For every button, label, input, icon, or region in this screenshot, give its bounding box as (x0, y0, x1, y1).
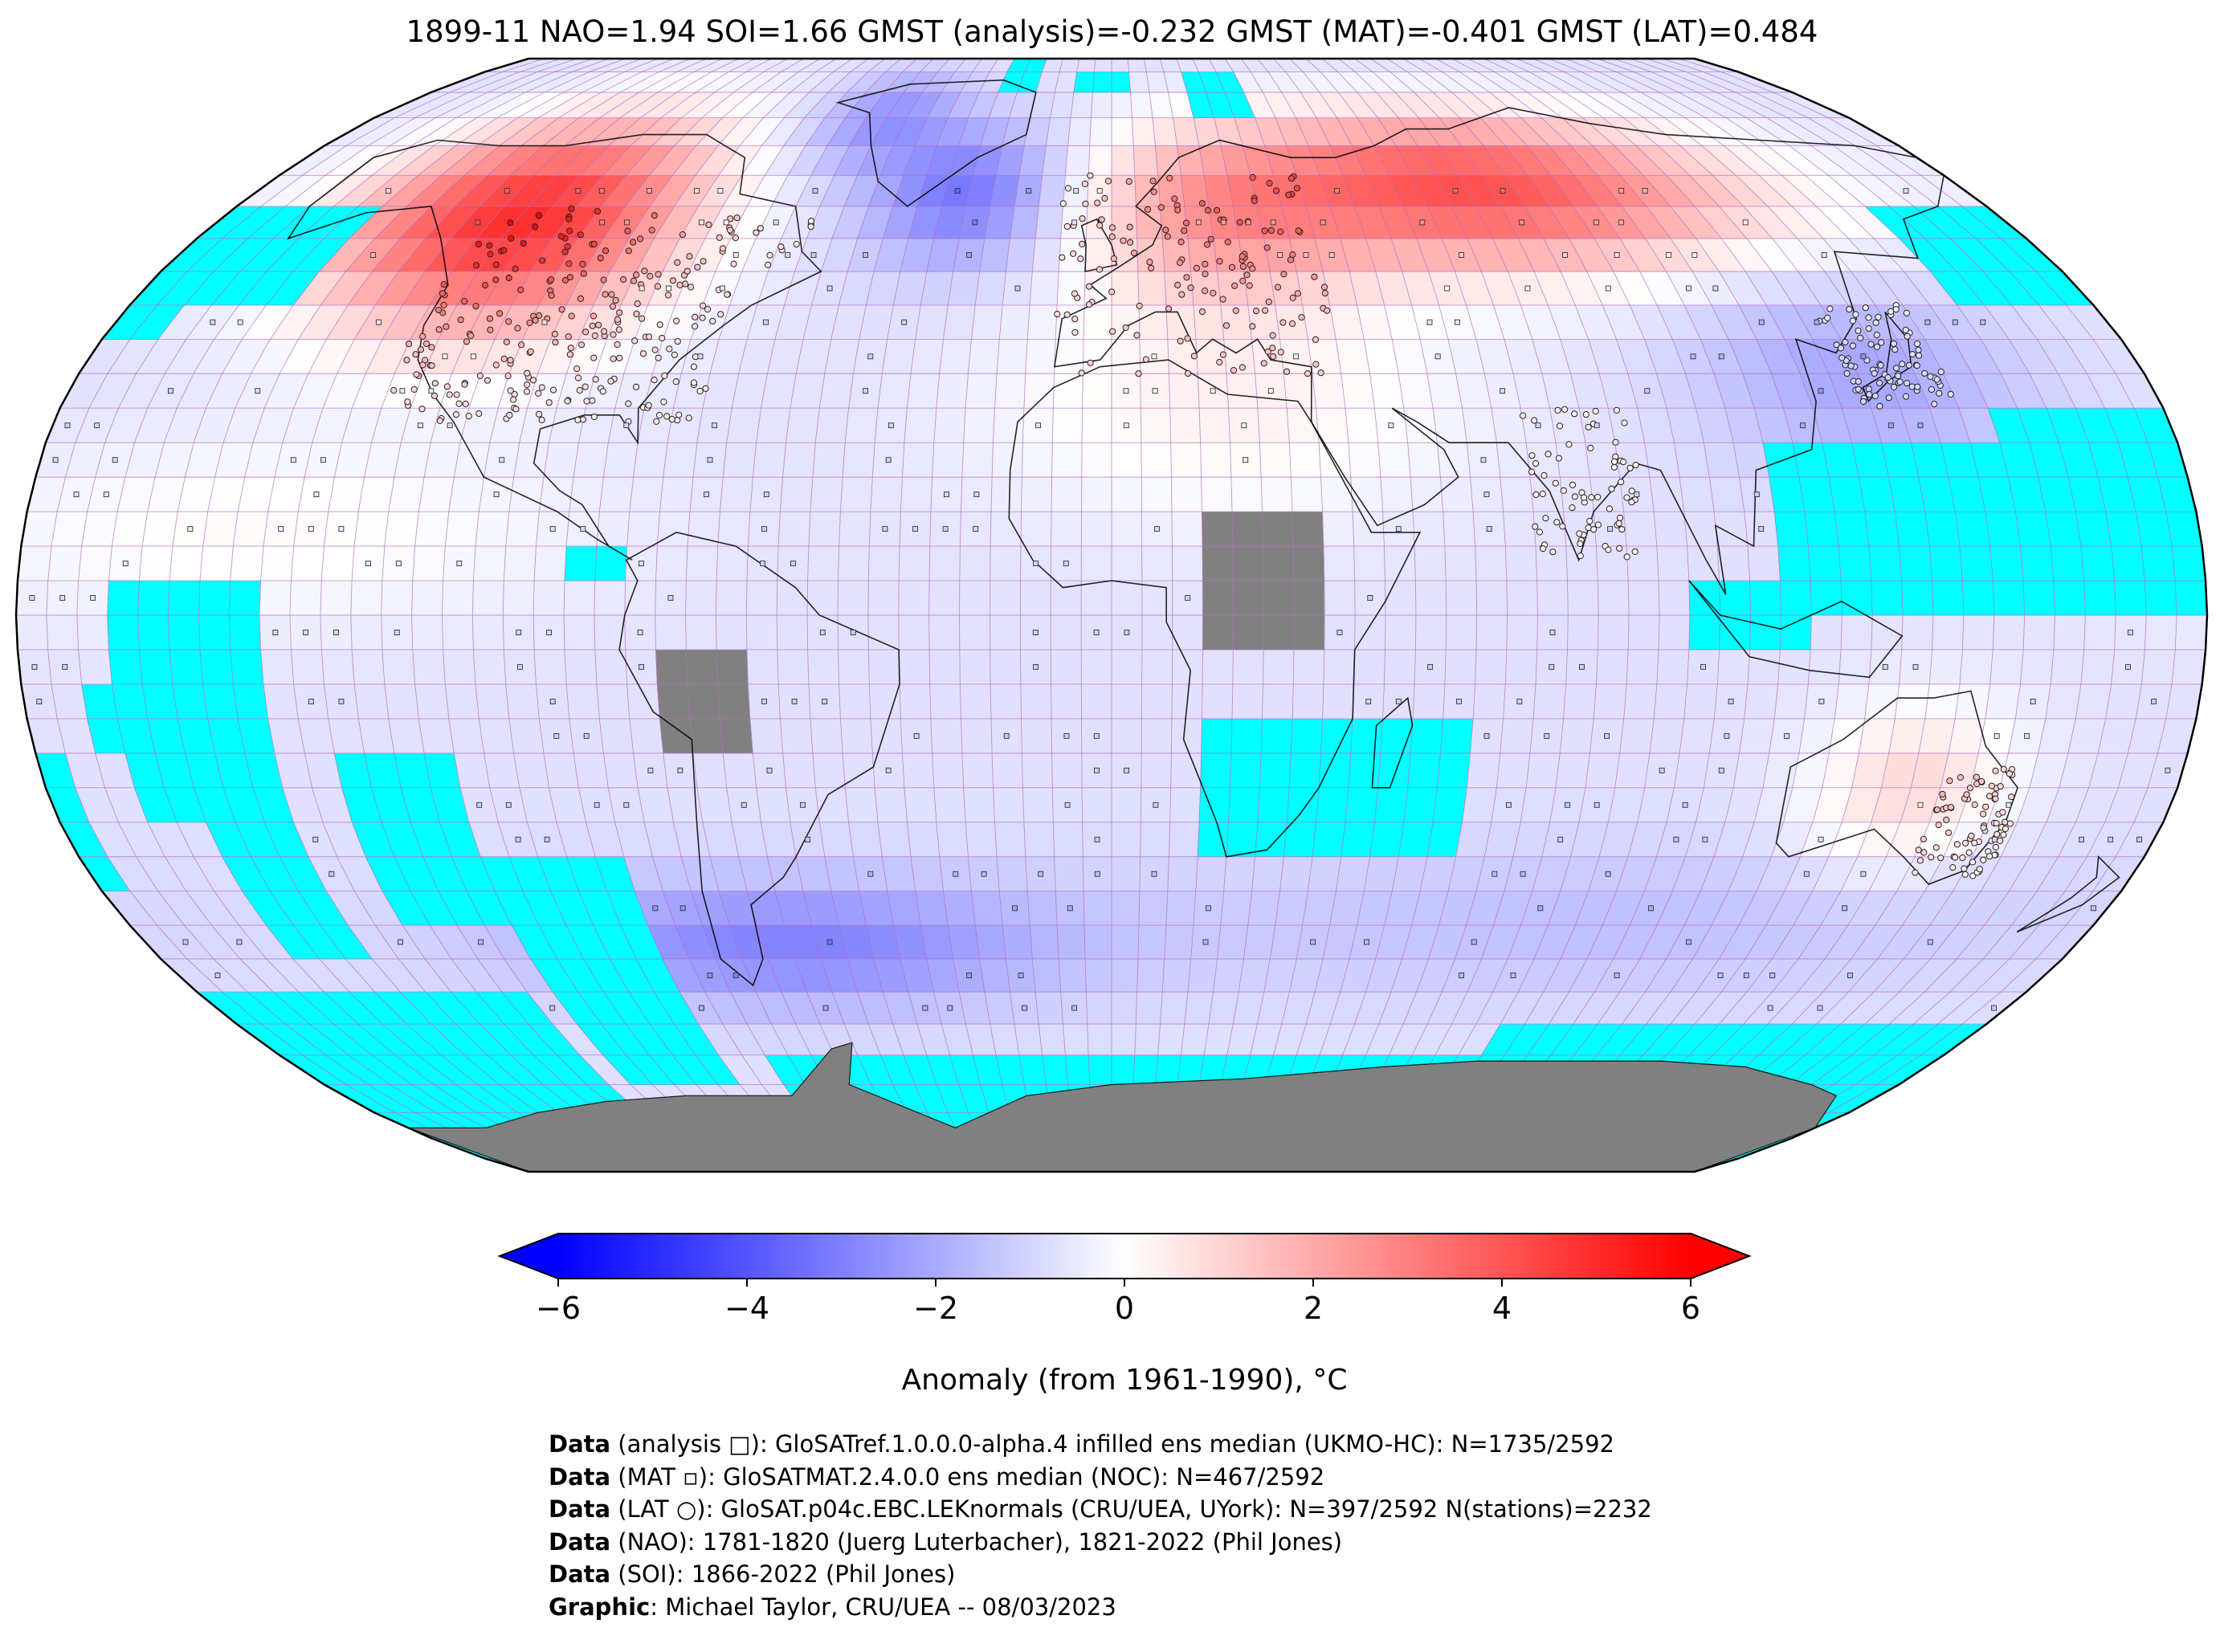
colorbar-tick-label: 4 (1492, 1291, 1512, 1326)
credit-line: Data (analysis □): GloSATref.1.0.0.0-alp… (549, 1428, 1652, 1461)
colorbar-extend-high (1691, 1234, 1749, 1279)
credit-line-text: (NAO): 1781-1820 (Juerg Luterbacher), 18… (610, 1528, 1343, 1556)
credit-line-heading: Data (549, 1462, 611, 1491)
credit-line-heading: Data (549, 1430, 611, 1458)
colorbar-extend-low (500, 1234, 558, 1279)
colorbar-tick-label: 2 (1304, 1291, 1323, 1326)
colorbar-tick-label: 0 (1115, 1291, 1134, 1326)
colorbar-tick-label: 6 (1681, 1291, 1700, 1326)
colorbar-label: Anomaly (from 1961-1990), °C (902, 1364, 1348, 1397)
credit-line-heading: Graphic (549, 1593, 651, 1621)
map-title: 1899-11 NAO=1.94 SOI=1.66 GMST (analysis… (406, 14, 1818, 49)
colorbar-tick-label: −4 (724, 1291, 769, 1326)
credit-line-text: (analysis □): GloSATref.1.0.0.0-alpha.4 … (610, 1430, 1615, 1458)
credit-line-heading: Data (549, 1495, 611, 1523)
credit-line: Data (LAT ○): GloSAT.p04c.EBC.LEKnormals… (549, 1493, 1652, 1526)
credit-line-text: (LAT ○): GloSAT.p04c.EBC.LEKnormals (CRU… (610, 1495, 1652, 1523)
credit-line: Data (SOI): 1866-2022 (Phil Jones) (549, 1558, 1652, 1591)
credit-line: Graphic: Michael Taylor, CRU/UEA -- 08/0… (549, 1591, 1652, 1624)
colorbar-gradient (558, 1234, 1691, 1279)
data-credits: Data (analysis □): GloSATref.1.0.0.0-alp… (549, 1428, 1652, 1623)
colorbar-tick-label: −2 (913, 1291, 958, 1326)
credit-line-heading: Data (549, 1560, 611, 1588)
colorbar-tick-label: −6 (536, 1291, 581, 1326)
credit-line-text: (SOI): 1866-2022 (Phil Jones) (610, 1560, 956, 1588)
credit-line-heading: Data (549, 1528, 611, 1556)
credit-line: Data (MAT ▫): GloSATMAT.2.4.0.0 ens medi… (549, 1461, 1652, 1494)
credit-line: Data (NAO): 1781-1820 (Juerg Luterbacher… (549, 1526, 1652, 1559)
credit-line-text: (MAT ▫): GloSATMAT.2.4.0.0 ens median (N… (610, 1462, 1325, 1491)
credit-line-text: : Michael Taylor, CRU/UEA -- 08/03/2023 (650, 1593, 1116, 1621)
